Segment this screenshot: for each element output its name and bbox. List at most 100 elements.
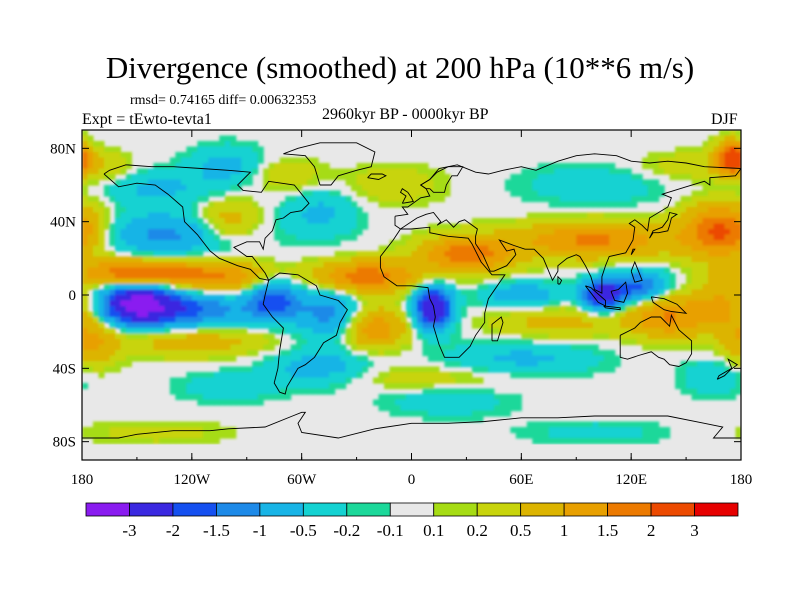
field-cell	[510, 317, 517, 324]
field-cell	[449, 240, 457, 247]
field-cell	[384, 295, 391, 302]
field-cell	[471, 267, 478, 274]
field-cell	[340, 267, 347, 274]
field-cell	[581, 322, 588, 329]
field-cell	[548, 372, 555, 379]
field-cell	[153, 350, 160, 357]
field-cell	[241, 163, 248, 170]
field-cell	[735, 163, 741, 170]
field-cell	[554, 278, 561, 285]
field-cell	[202, 174, 209, 181]
stats-label: rmsd= 0.74165 diff= 0.00632353	[130, 93, 317, 108]
field-cell	[603, 289, 610, 296]
field-cell	[444, 361, 451, 368]
field-cell	[246, 388, 253, 395]
field-cell	[263, 256, 270, 263]
field-cell	[230, 201, 237, 208]
field-cell	[340, 295, 347, 302]
field-cell	[543, 179, 550, 186]
field-cell	[224, 262, 231, 269]
field-cell	[724, 383, 731, 390]
field-cell	[318, 163, 325, 170]
field-cell	[636, 234, 643, 241]
field-cell	[455, 256, 462, 263]
field-cell	[488, 317, 495, 324]
field-cell	[224, 344, 231, 351]
field-cell	[153, 190, 160, 197]
field-cell	[477, 405, 484, 412]
field-cell	[98, 256, 105, 263]
field-cell	[559, 328, 566, 335]
field-cell	[153, 295, 160, 302]
field-cell	[389, 300, 396, 307]
field-cell	[136, 317, 144, 324]
field-cell	[169, 245, 176, 252]
field-cell	[625, 168, 632, 175]
field-cell	[147, 432, 154, 439]
field-cell	[373, 295, 380, 302]
field-cell	[664, 300, 671, 307]
field-cell	[631, 201, 638, 208]
field-cell	[614, 223, 621, 230]
field-cell	[109, 350, 116, 357]
field-cell	[345, 300, 352, 307]
field-cell	[713, 157, 720, 164]
field-cell	[576, 284, 583, 291]
field-cell	[427, 289, 435, 296]
field-cell	[235, 295, 242, 302]
field-cell	[636, 190, 643, 197]
field-cell	[362, 174, 369, 181]
field-cell	[455, 223, 462, 230]
field-cell	[213, 267, 220, 274]
field-cell	[504, 350, 511, 357]
field-cell	[285, 355, 292, 362]
field-cell	[581, 196, 588, 203]
field-cell	[636, 218, 643, 225]
field-cell	[274, 229, 281, 236]
field-cell	[202, 300, 209, 307]
field-cell	[147, 218, 154, 225]
field-cell	[537, 245, 544, 252]
field-cell	[274, 295, 281, 302]
field-cell	[680, 251, 687, 258]
field-cell	[252, 399, 259, 406]
field-cell	[433, 256, 440, 263]
field-cell	[708, 394, 715, 401]
field-cell	[713, 394, 720, 401]
field-cell	[301, 240, 308, 247]
field-cell	[675, 333, 682, 340]
field-cell	[460, 229, 468, 236]
field-cell	[153, 317, 160, 324]
field-cell	[433, 328, 440, 335]
field-cell	[576, 190, 583, 197]
field-cell	[136, 300, 144, 307]
field-cell	[136, 190, 144, 197]
field-cell	[614, 179, 621, 186]
field-cell	[301, 207, 308, 214]
field-cell	[636, 240, 643, 247]
field-cell	[213, 201, 220, 208]
field-cell	[98, 328, 105, 335]
field-cell	[669, 295, 676, 302]
field-cell	[158, 350, 165, 357]
field-cell	[241, 201, 248, 208]
field-cell	[356, 278, 363, 285]
field-cell	[257, 344, 264, 351]
field-cell	[219, 223, 226, 230]
field-cell	[202, 339, 209, 346]
field-cell	[653, 300, 660, 307]
field-cell	[482, 267, 489, 274]
field-cell	[164, 355, 171, 362]
field-cell	[702, 240, 709, 247]
field-cell	[504, 322, 511, 329]
field-cell	[290, 317, 297, 324]
field-cell	[724, 388, 731, 395]
field-cell	[356, 322, 363, 329]
field-cell	[614, 322, 621, 329]
field-cell	[411, 179, 418, 186]
field-cell	[471, 350, 478, 357]
field-cell	[158, 300, 165, 307]
field-cell	[136, 207, 144, 214]
field-cell	[532, 196, 539, 203]
field-cell	[197, 190, 204, 197]
